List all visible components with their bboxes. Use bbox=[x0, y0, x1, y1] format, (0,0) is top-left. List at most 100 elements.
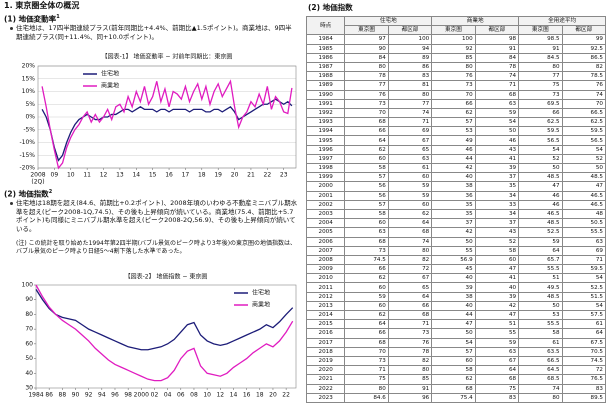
table-cell: 62 bbox=[344, 144, 389, 155]
table-cell: 37 bbox=[431, 218, 476, 229]
table-cell: 75.4 bbox=[431, 392, 476, 403]
table-row: 2003 58 62 35 34 46.5 48 bbox=[305, 208, 607, 220]
x-tick-label: 86 bbox=[45, 392, 53, 399]
table-cell: 62 bbox=[387, 208, 433, 220]
x-tick-label: 20 bbox=[269, 392, 277, 399]
plot-frame bbox=[35, 284, 297, 389]
sub-header: 東京圏 bbox=[431, 25, 476, 36]
table-cell: 42 bbox=[431, 162, 476, 174]
table-row: 2002 57 60 35 33 46 46.5 bbox=[305, 199, 607, 210]
x-tick-label: 23 bbox=[280, 172, 288, 179]
y-tick-label: -5% bbox=[23, 126, 35, 133]
x-tick-label: 88 bbox=[59, 392, 67, 399]
table-row: 1998 58 61 42 39 50 50 bbox=[305, 162, 607, 174]
table-cell: 69 bbox=[561, 245, 607, 256]
table-row: 2012 59 64 38 39 48.5 51.5 bbox=[305, 291, 607, 302]
y-tick-label: 30 bbox=[25, 385, 33, 392]
table-cell: 63 bbox=[387, 153, 433, 165]
x-tick-label: 09 bbox=[51, 172, 59, 179]
table-cell: 35 bbox=[431, 199, 476, 210]
x-note: (2Q) bbox=[31, 179, 44, 186]
table-cell: 59 bbox=[387, 190, 433, 201]
table-cell: 48 bbox=[561, 208, 607, 220]
section-heading: (2) 地価指数2 bbox=[4, 188, 52, 199]
table-cell: 68 bbox=[344, 236, 389, 247]
table-cell: 52 bbox=[561, 153, 607, 165]
table-row: 2005 63 68 42 43 52.5 55.5 bbox=[305, 227, 607, 238]
table-cell: 80 bbox=[387, 245, 433, 256]
table-cell: 40 bbox=[431, 172, 476, 183]
table-row: 1992 70 74 62 59 66 66.5 bbox=[305, 107, 607, 119]
x-tick-label: 17 bbox=[182, 172, 190, 179]
table-cell: 97 bbox=[344, 34, 389, 45]
table-wrap: 時点 住宅地 商業地 全用途平均 東京圏 都区部 東京圏 都区部 東京圏 都区部 1984 97 100… bbox=[305, 15, 607, 403]
plot-frame bbox=[37, 65, 297, 169]
x-tick-label: 1984 bbox=[28, 392, 43, 399]
x-tick-label: 14 bbox=[230, 392, 238, 399]
table-cell: 38 bbox=[431, 181, 476, 192]
table-row: 2019 73 82 60 67 66.5 74.5 bbox=[305, 355, 607, 367]
table-row: 1995 64 67 49 46 56.5 56.5 bbox=[305, 135, 607, 146]
table-row: 1986 84 89 85 84 84.5 86.5 bbox=[305, 52, 607, 63]
table-cell: 57 bbox=[344, 199, 389, 210]
table-cell: 67 bbox=[387, 135, 433, 146]
heading-text: (1) 地価変動率 bbox=[4, 14, 57, 24]
x-tick-label: 18 bbox=[198, 172, 206, 179]
x-tick-label: 20 bbox=[231, 172, 239, 179]
table-cell: 100 bbox=[387, 34, 433, 45]
legend-label: 住宅地 bbox=[101, 70, 119, 78]
table-row: 1984 97 100 100 98 98.5 99 bbox=[305, 34, 607, 45]
footnote-mark: 1 bbox=[56, 14, 60, 20]
table-cell: 64 bbox=[344, 135, 389, 146]
note-text: (注) この統計を取り始めた1994年第2四半期(バブル景気のピーク時より3年後… bbox=[16, 240, 297, 255]
data-table: 時点 住宅地 商業地 全用途平均 東京圏 都区部 東京圏 都区部 東京圏 都区部 1984 97 100… bbox=[305, 15, 607, 403]
y-tick-label: 100 bbox=[22, 282, 34, 289]
section-heading: (1) 地価変動率1 bbox=[4, 13, 60, 24]
y-tick-label: 70 bbox=[25, 326, 33, 333]
x-tick-label: 08 bbox=[190, 392, 198, 399]
x-tick-label: 10 bbox=[203, 392, 211, 399]
table-cell: 86.5 bbox=[561, 52, 607, 63]
x-tick-label: 92 bbox=[85, 392, 93, 399]
table-cell: 64 bbox=[387, 218, 433, 229]
table-cell: 92 bbox=[431, 43, 476, 54]
table-cell: 60 bbox=[387, 172, 433, 183]
sub-header: 東京圏 bbox=[344, 25, 389, 36]
x-tick-label: 2000 bbox=[134, 392, 149, 399]
table-row: 2007 73 80 55 58 64 69 bbox=[305, 245, 607, 256]
table-row: 1989 77 81 73 71 75 76 bbox=[305, 80, 607, 91]
x-tick-label: 10 bbox=[67, 172, 75, 179]
heading-text: (2) 地価指数 bbox=[4, 189, 49, 199]
x-tick-label: 11 bbox=[83, 172, 91, 179]
table-cell: 50.5 bbox=[561, 218, 607, 229]
table-cell: 58 bbox=[344, 162, 389, 174]
y-tick-label: 15% bbox=[22, 75, 36, 82]
table-row: 2021 75 85 62 68 68.5 76.5 bbox=[305, 374, 607, 385]
table-row: 1985 90 94 92 91 91 92.5 bbox=[305, 43, 607, 54]
x-tick-label: 98 bbox=[124, 392, 132, 399]
y-tick-label: 5% bbox=[25, 101, 35, 108]
table-row: 1994 66 69 53 50 59.5 59.5 bbox=[305, 126, 607, 137]
table-row: 2000 56 59 38 35 47 47 bbox=[305, 181, 607, 192]
table-cell: 66 bbox=[344, 126, 389, 137]
table-cell: 56 bbox=[344, 181, 389, 192]
table-cell: 48.5 bbox=[561, 172, 607, 183]
table-cell: 55 bbox=[431, 245, 476, 256]
x-tick-label: 90 bbox=[72, 392, 80, 399]
x-tick-label: 16 bbox=[243, 392, 251, 399]
y-tick-label: -20% bbox=[19, 165, 35, 172]
x-tick-label: 22 bbox=[264, 172, 272, 179]
x-tick-label: 96 bbox=[111, 392, 119, 399]
y-tick-label: 60 bbox=[25, 340, 33, 347]
y-tick-label: -10% bbox=[19, 139, 35, 146]
table-cell: 89 bbox=[387, 52, 433, 63]
x-tick-label: 12 bbox=[216, 392, 224, 399]
table-cell: 49 bbox=[431, 135, 476, 146]
table-cell: 50 bbox=[561, 162, 607, 174]
table-cell: 35 bbox=[431, 208, 476, 220]
table-cell: 60 bbox=[344, 153, 389, 165]
table-cell: 46 bbox=[431, 144, 476, 155]
table-cell: 84 bbox=[344, 52, 389, 63]
table-cell: 74 bbox=[387, 236, 433, 247]
